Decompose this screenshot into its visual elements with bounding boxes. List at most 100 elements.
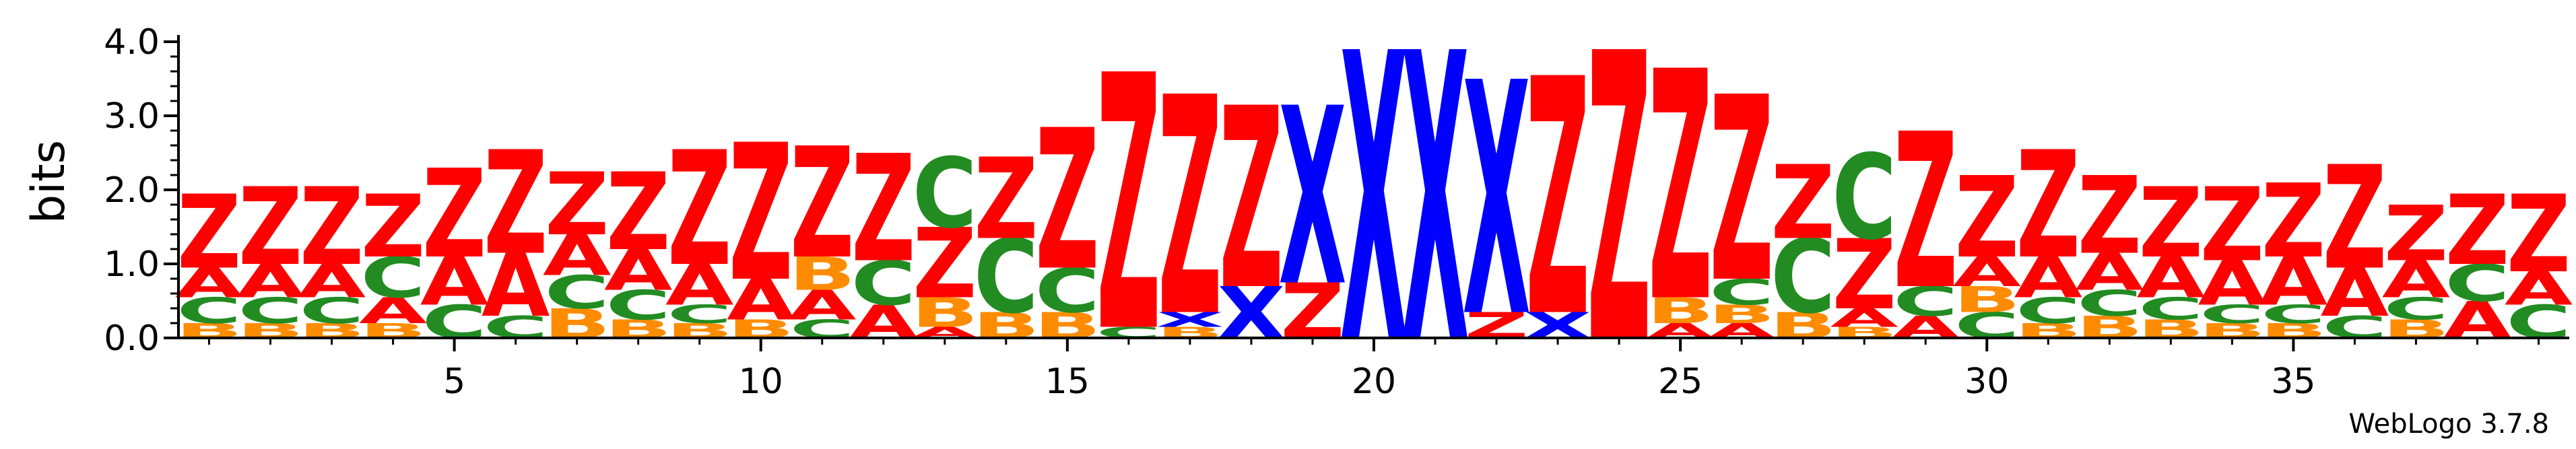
y-axis-label: bits [22,140,75,223]
x-tick-label: 30 [1964,361,2009,402]
logo-letter-Z-pos-24: Z [1587,0,1651,431]
logo-letter-C-pos-7: C [545,266,609,319]
logo-letter-A-pos-37: A [2382,250,2451,309]
logo-letter-C-pos-27: C [1771,219,1835,337]
logo-letter-Z-pos-9: Z [667,118,731,302]
logo-letter-X-pos-20: X [1340,0,1408,431]
logo-letter-A-pos-34: A [2198,248,2267,319]
logo-letter-A-pos-4: A [359,290,428,332]
logo-letter-C-pos-33: C [2138,291,2203,327]
logo-letter-Z-pos-10: Z [729,106,793,324]
logo-letter-Z-pos-23: Z [1526,11,1590,389]
x-tick-label: 35 [2271,361,2315,402]
logo-letter-Z-pos-37: Z [2384,189,2448,278]
x-tick-label: 25 [1658,361,1703,402]
logo-letter-Z-pos-35: Z [2261,163,2325,281]
logo-letter-Z-pos-6: Z [484,122,548,287]
logo-letter-Z-pos-29: Z [1894,89,1958,337]
logo-letter-Z-pos-8: Z [606,151,670,275]
logo-letter-A-pos-35: A [2259,244,2328,320]
logo-letter-A-pos-39: A [2505,262,2573,315]
logo-letter-Z-pos-38: Z [2445,175,2509,287]
logo-letter-Z-pos-34: Z [2200,167,2264,285]
logo-letter-A-pos-5: A [420,244,489,320]
logo-letter-A-pos-36: A [2321,254,2389,331]
logo-letter-C-pos-15: C [1035,255,1100,326]
logo-letter-stacks: BCAZBCAZBCAZBACZCAZCAZBCAZBCAZBCAZBAZCAB… [175,0,2573,431]
logo-letter-Z-pos-16: Z [1096,2,1160,410]
logo-letter-C-pos-9: C [667,300,732,329]
logo-letter-A-pos-32: A [2076,243,2144,302]
logo-letter-Z-pos-17: Z [1158,34,1222,383]
logo-letter-A-pos-31: A [2014,245,2083,310]
y-tick-label: 0.0 [104,318,160,359]
logo-letter-C-pos-32: C [2077,283,2142,324]
logo-letter-C-pos-29: C [1893,278,1958,325]
logo-letter-C-pos-12: C [851,248,916,319]
logo-letter-Z-pos-2: Z [238,166,302,289]
logo-letter-C-pos-3: C [299,290,364,332]
logo-letter-C-pos-37: C [2383,291,2448,327]
x-tick-label: 20 [1352,361,1396,402]
y-tick-label: 1.0 [104,244,160,285]
logo-letter-A-pos-3: A [298,254,366,308]
logo-letter-Z-pos-13: Z [913,208,977,320]
logo-letter-B-pos-11: B [789,247,856,300]
logo-letter-C-pos-34: C [2200,300,2264,329]
logo-letter-A-pos-7: A [543,223,612,288]
logo-letter-Z-pos-5: Z [422,144,486,286]
logo-letter-A-pos-2: A [236,254,305,308]
logo-letter-Z-pos-26: Z [1710,43,1774,339]
logo-letter-Z-pos-28: Z [1832,219,1896,332]
logo-letter-C-pos-14: C [974,219,1038,337]
logo-letter-Z-pos-7: Z [545,154,609,254]
logo-letter-Z-pos-32: Z [2078,155,2142,279]
logo-letter-A-pos-1: A [175,260,244,307]
logo-letter-Z-pos-39: Z [2507,173,2571,297]
logo-letter-Z-pos-11: Z [790,115,854,293]
y-tick-label: 3.0 [104,96,160,137]
logo-letter-C-pos-31: C [2016,290,2080,332]
logo-letter-C-pos-35: C [2261,300,2325,329]
logo-letter-C-pos-26: C [1709,271,1774,313]
logo-letter-A-pos-30: A [1952,248,2021,296]
logo-letter-Z-pos-31: Z [2016,120,2080,291]
logo-letter-A-pos-11: A [788,282,857,329]
x-tick-label: 10 [739,361,783,402]
logo-letter-B-pos-13: B [911,289,979,337]
logo-letter-A-pos-8: A [604,238,673,303]
logo-letter-A-pos-9: A [665,252,734,318]
logo-letter-Z-pos-33: Z [2139,168,2203,280]
logo-letter-X-pos-19: X [1278,57,1346,340]
logo-letter-B-pos-25: B [1647,290,1714,332]
y-tick-label: 2.0 [104,170,160,211]
logo-letter-C-pos-13: C [913,138,977,250]
logo-letter-A-pos-6: A [482,236,550,336]
logo-letter-A-pos-10: A [727,267,795,333]
logo-letter-B-pos-30: B [1953,279,2020,320]
y-tick-label: 4.0 [104,22,160,63]
logo-letter-C-pos-28: C [1832,130,1896,266]
logo-letter-C-pos-38: C [2445,254,2509,313]
logo-letter-Z-pos-1: Z [177,174,241,292]
logo-letter-X-pos-22: X [1462,15,1530,388]
logo-letter-X-pos-21: X [1401,0,1469,431]
x-tick-label: 15 [1045,361,1090,402]
logo-letter-Z-pos-12: Z [851,124,915,296]
y-axis: 0.0 1.0 2.0 3.0 4.0 [104,22,180,359]
x-tick-label: 5 [443,361,465,402]
logo-letter-Z-pos-36: Z [2323,137,2387,302]
logo-letter-A-pos-33: A [2137,245,2206,310]
logo-letter-C-pos-2: C [238,290,302,332]
logo-letter-Z-pos-4: Z [361,176,425,277]
x-axis: 5 10 15 20 25 30 35 [178,337,2569,402]
logo-letter-C-pos-4: C [360,245,425,310]
logo-letter-C-pos-1: C [176,290,241,332]
logo-letter-Z-pos-14: Z [974,135,1038,265]
logo-letter-Z-pos-18: Z [1219,57,1283,345]
logo-letter-Z-pos-25: Z [1649,5,1713,372]
weblogo-credit: WebLogo 3.7.8 [2348,409,2549,440]
logo-letter-Z-pos-30: Z [1955,153,2019,283]
logo-letter-Z-pos-3: Z [300,166,364,289]
